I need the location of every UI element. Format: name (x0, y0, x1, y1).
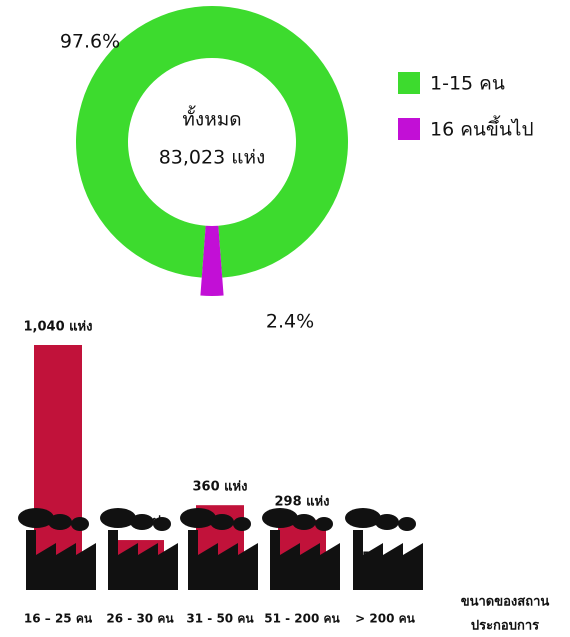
legend-label: 1-15 คน (430, 73, 505, 95)
x-axis-label: ประกอบการ (471, 619, 539, 634)
category-label: 26 - 30 คน (106, 612, 174, 626)
category-label: 16 – 25 คน (24, 612, 93, 626)
smoke-icon (153, 517, 171, 531)
factory-icon (108, 530, 178, 590)
smoke-icon (398, 517, 416, 531)
factory-icon (26, 530, 96, 590)
smoke-icon (375, 514, 399, 530)
category-label: 31 - 50 คน (186, 612, 254, 626)
factory-icon (188, 530, 258, 590)
legend-label: 16 คนขึ้นไป (430, 116, 534, 141)
center-text: ทั้งหมด (182, 106, 241, 131)
value-label: 360 แห่ง (193, 480, 248, 495)
center-text: 83,023 แห่ง (159, 147, 266, 169)
smoke-icon (210, 514, 234, 530)
x-axis-label: ขนาดของสถาน (461, 595, 550, 610)
category-label: > 200 คน (355, 612, 415, 626)
smoke-icon (315, 517, 333, 531)
smoke-icon (71, 517, 89, 531)
smoke-icon (262, 508, 298, 528)
smoke-icon (233, 517, 251, 531)
legend-swatch (398, 72, 420, 94)
smoke-icon (130, 514, 154, 530)
factory-icon (353, 530, 423, 590)
smoke-icon (292, 514, 316, 530)
slice-label: 97.6% (60, 31, 120, 53)
slice-label: 2.4% (266, 311, 314, 333)
category-label: 51 - 200 คน (264, 612, 340, 626)
smoke-icon (100, 508, 136, 528)
donut-slice (76, 6, 349, 278)
legend-swatch (398, 118, 420, 140)
value-label: 298 แห่ง (275, 494, 330, 509)
smoke-icon (180, 508, 216, 528)
value-label: 1,040 แห่ง (24, 320, 93, 335)
donut-slice (200, 225, 224, 296)
factory-icon (270, 530, 340, 590)
smoke-icon (345, 508, 381, 528)
smoke-icon (18, 508, 54, 528)
smoke-icon (48, 514, 72, 530)
